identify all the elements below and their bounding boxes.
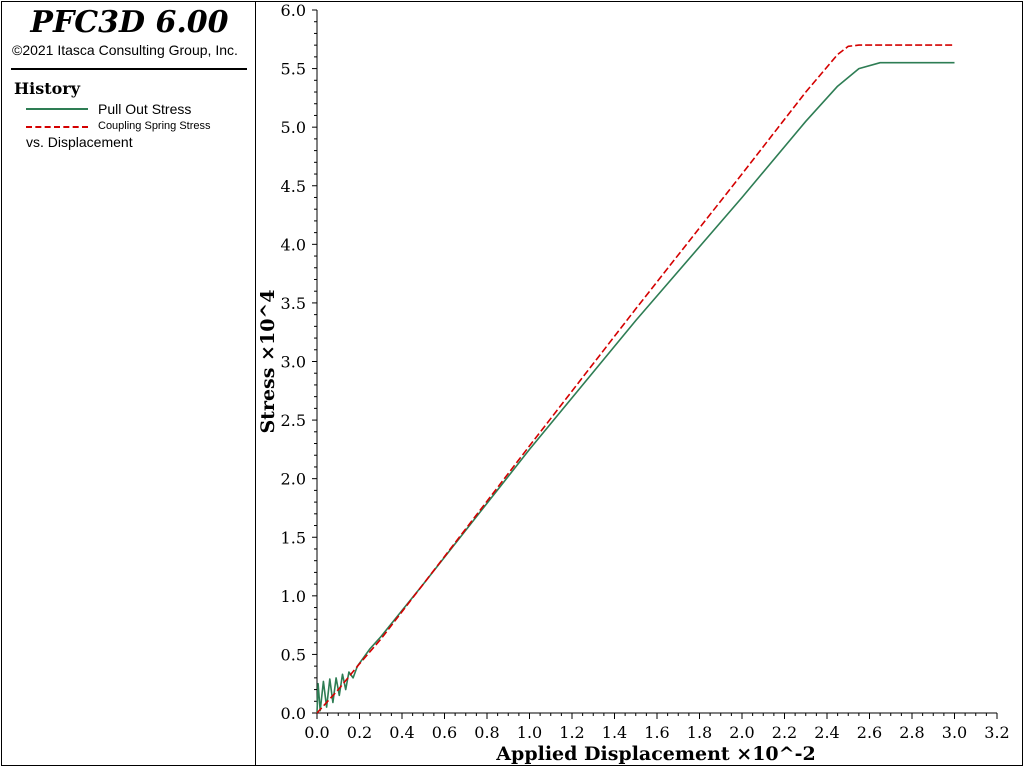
y-tick-label: 2.0 — [281, 470, 306, 489]
x-tick-label: 2.6 — [857, 723, 882, 742]
series-group — [316, 44, 955, 714]
x-tick-label: 1.0 — [517, 723, 542, 742]
legend-swatch-coupling-spring-stress — [26, 126, 88, 128]
y-tick-label: 5.0 — [281, 118, 306, 137]
y-tick-label: 0.0 — [281, 704, 306, 723]
app-title: PFC3D 6.00 — [30, 5, 229, 40]
legend-label-pull-out-stress: Pull Out Stress — [98, 101, 192, 117]
history-chart: 0.0 0.5 1.0 1.5 2.0 2.5 3.0 3.5 4.0 4.5 5.0 5.5 6.0 0… — [257, 1, 1010, 765]
x-axis-label: Applied Displacement ×10^-2 — [495, 743, 815, 765]
vs-displacement-label: vs. Displacement — [26, 134, 133, 150]
x-tick-label: 0.0 — [304, 723, 329, 742]
x-tick-label: 1.8 — [687, 723, 712, 742]
x-tick-label: 2.0 — [729, 723, 754, 742]
y-tick-label: 5.5 — [281, 60, 306, 79]
legend-swatch-pull-out-stress — [26, 108, 88, 110]
x-tick-label: 1.2 — [559, 723, 584, 742]
legend-panel: PFC3D 6.00 ©2021 Itasca Consulting Group… — [1, 1, 256, 766]
series-line-coupling-spring-stress — [316, 44, 955, 714]
x-tick-label: 0.6 — [432, 723, 457, 742]
x-tick-label: 3.2 — [984, 723, 1009, 742]
y-tick-label: 2.5 — [281, 411, 306, 430]
legend-label-coupling-spring-stress: Coupling Spring Stress — [98, 120, 211, 132]
y-tick-label: 1.0 — [281, 587, 306, 606]
y-tick-label: 1.5 — [281, 528, 306, 547]
y-tick-label: 4.0 — [281, 235, 306, 254]
x-tick-label: 2.8 — [899, 723, 924, 742]
plot-frame: 0.0 0.5 1.0 1.5 2.0 2.5 3.0 3.5 4.0 4.5 5.0 5.5 6.0 0… — [256, 1, 1023, 766]
copyright-text: ©2021 Itasca Consulting Group, Inc. — [12, 42, 238, 58]
axes: 0.0 0.5 1.0 1.5 2.0 2.5 3.0 3.5 4.0 4.5 5.0 5.5 6.0 0… — [281, 1, 1010, 742]
x-tick-label: 0.2 — [347, 723, 372, 742]
x-tick-label: 2.2 — [772, 723, 797, 742]
y-tick-label: 6.0 — [281, 2, 306, 20]
y-axis-label: Stress ×10^4 — [257, 289, 279, 433]
x-tick-label: 2.4 — [814, 723, 839, 742]
y-tick-label: 0.5 — [281, 645, 306, 664]
series-line-pull-out-stress — [316, 61, 955, 714]
x-tick-label: 0.4 — [389, 723, 414, 742]
x-tick-label: 0.8 — [474, 723, 499, 742]
x-tick-label: 1.4 — [602, 723, 627, 742]
divider — [11, 68, 247, 70]
y-tick-label: 3.0 — [281, 353, 306, 372]
x-tick-label: 3.0 — [942, 723, 967, 742]
y-tick-label: 4.5 — [281, 177, 306, 196]
x-tick-label: 1.6 — [644, 723, 669, 742]
history-title: History — [14, 79, 80, 98]
y-tick-label: 3.5 — [281, 294, 306, 313]
axis-labels: Applied Displacement ×10^-2 Stress ×10^4 — [257, 289, 816, 765]
